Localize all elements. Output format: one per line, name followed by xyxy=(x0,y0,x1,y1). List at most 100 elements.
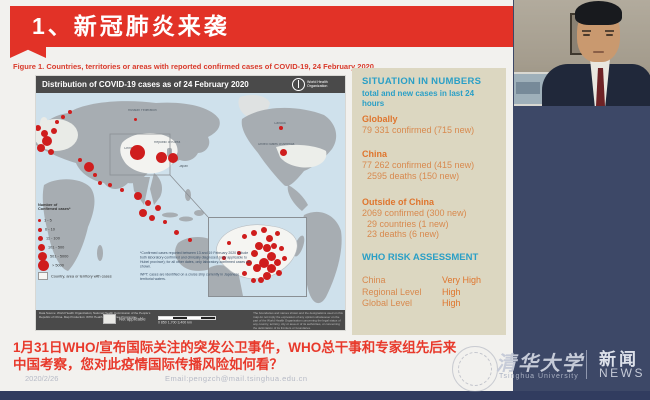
case-dot xyxy=(241,233,247,239)
case-dot xyxy=(98,181,102,185)
case-dot xyxy=(263,272,271,280)
legend-label: 501 - 5000 xyxy=(50,254,69,259)
legend-label: > 5000 xyxy=(52,263,64,268)
situation-subtitle: total and new cases in last 24 hours xyxy=(362,89,475,108)
map-footer: Data Source: World Health Organization; … xyxy=(36,310,345,330)
legend-label: 1 - 5 xyxy=(44,218,52,223)
world-map: Russian Federation Canada United States of… xyxy=(36,93,345,310)
case-dot xyxy=(133,117,137,121)
risk-label: China xyxy=(362,275,386,285)
slide-date: 2020/2/26 xyxy=(25,374,59,383)
case-dot xyxy=(145,200,151,206)
map-country-label: Canada xyxy=(274,122,286,126)
legend-row: > 5000 xyxy=(38,260,100,272)
map-labels-layer: Russian Federation Canada United States of… xyxy=(36,93,345,310)
case-dot xyxy=(250,249,258,257)
case-dot xyxy=(273,258,281,266)
case-dot xyxy=(40,129,48,137)
who-logo: World Health Organization xyxy=(292,78,342,91)
section-line: 77 262 confirmed (415 new) xyxy=(362,160,475,170)
case-dot xyxy=(37,144,45,152)
case-dot xyxy=(241,270,247,276)
legend-dot-icon xyxy=(38,227,42,232)
map-data-source: Data Source: World Health Organization; … xyxy=(39,312,151,319)
case-dot xyxy=(129,144,145,160)
risk-row: Regional Level High xyxy=(362,287,481,299)
case-dot xyxy=(168,153,178,163)
presenter-eye xyxy=(606,34,613,36)
branding-divider xyxy=(586,350,587,379)
legend-row: 101 - 500 xyxy=(38,243,100,252)
map-legend: Number of Confirmed cases* 1 - 5 6 - 10 11… xyxy=(38,203,112,281)
section-line: 2595 deaths (150 new) xyxy=(367,170,460,181)
map-notes: *Confirmed cases reported between 13 and… xyxy=(140,251,253,285)
contact-email: Email:pengzch@mail.tsinghua.edu.cn xyxy=(165,374,308,383)
risk-value: Very High xyxy=(442,275,482,285)
legend-area-label: Country, area or territory with cases xyxy=(51,274,112,279)
case-dot xyxy=(279,148,287,156)
presenter-brow xyxy=(605,30,614,32)
presenter-mouth xyxy=(593,51,604,53)
case-dot xyxy=(255,242,263,250)
map-country-label: United States of America xyxy=(258,143,295,147)
case-dot xyxy=(274,230,280,236)
section-label: Globally xyxy=(362,114,398,124)
slide-title: 1、新冠肺炎来袭 xyxy=(32,13,230,39)
tsinghua-seal-icon xyxy=(452,346,498,392)
map-note-2: WPT: cases are identified on a cruise sh… xyxy=(140,273,240,282)
case-dot xyxy=(263,244,271,252)
case-dot xyxy=(48,149,54,155)
presenter-webcam xyxy=(514,0,650,106)
case-dot xyxy=(266,251,276,261)
risk-row: Global Level High xyxy=(362,298,481,310)
case-dot xyxy=(84,162,94,172)
map-country-label: Japan xyxy=(179,165,188,169)
case-dot xyxy=(251,230,257,236)
case-dot xyxy=(266,263,276,273)
case-dot xyxy=(276,270,282,276)
case-dot xyxy=(155,151,167,163)
not-applicable-legend: Not applicable xyxy=(103,314,163,324)
presenter-eye xyxy=(583,34,590,36)
situation-panel: SITUATION IN NUMBERS total and new cases… xyxy=(352,68,506,335)
case-dot xyxy=(61,115,65,119)
case-dot xyxy=(93,173,97,177)
case-dot xyxy=(42,136,52,146)
legend-row: 11 - 100 xyxy=(38,234,100,243)
case-dot xyxy=(188,238,192,242)
scale-bar-icon xyxy=(158,316,216,320)
legend-area-row: Country, area or territory with cases xyxy=(38,272,112,281)
risk-label: Regional Level xyxy=(362,286,422,297)
section-label: Outside of China xyxy=(362,197,434,207)
not-applicable-label: Not applicable xyxy=(119,316,146,322)
legend-label: 6 - 10 xyxy=(45,227,55,232)
case-dot xyxy=(120,188,124,192)
map-note-1: *Confirmed cases reported between 13 and… xyxy=(140,251,252,269)
case-dot xyxy=(246,260,252,266)
section-line: 79 331 confirmed (715 new) xyxy=(362,125,475,135)
china-inset-map xyxy=(208,217,307,297)
case-dot xyxy=(237,251,241,255)
case-dot xyxy=(281,255,287,261)
legend-rows: 1 - 5 6 - 10 11 - 100 101 - 500 501 - 5000 > … xyxy=(38,216,100,272)
scale-bar-label: 0 850 1,700 3,400 km xyxy=(158,321,192,325)
bottom-bar xyxy=(0,391,650,400)
risk-assessment-table: China Very High Regional Level High Glob… xyxy=(362,275,481,310)
question-line-1: 1月31日WHO/宣布国际关注的突发公卫事件，WHO总干事和专家组先后来 xyxy=(13,340,457,355)
presenter-tie xyxy=(596,68,605,106)
case-dot xyxy=(265,234,273,242)
case-dot xyxy=(139,209,147,217)
legend-row: 6 - 10 xyxy=(38,225,100,234)
case-dot xyxy=(78,158,82,162)
legend-label: 101 - 500 xyxy=(48,245,65,250)
case-dot xyxy=(173,229,179,235)
who-logo-text: World Health Organization xyxy=(307,80,329,89)
risk-value: High xyxy=(442,286,461,297)
legend-row: 1 - 5 xyxy=(38,216,100,225)
section-line: 2069 confirmed (300 new) xyxy=(362,208,467,218)
legend-dot-icon xyxy=(38,219,41,223)
case-dot xyxy=(149,215,155,221)
case-dot xyxy=(155,205,161,211)
slide-title-banner: 1、新冠肺炎来袭 xyxy=(10,6,513,47)
map-title: Distribution of COVID-19 cases as of 24 … xyxy=(42,80,249,89)
